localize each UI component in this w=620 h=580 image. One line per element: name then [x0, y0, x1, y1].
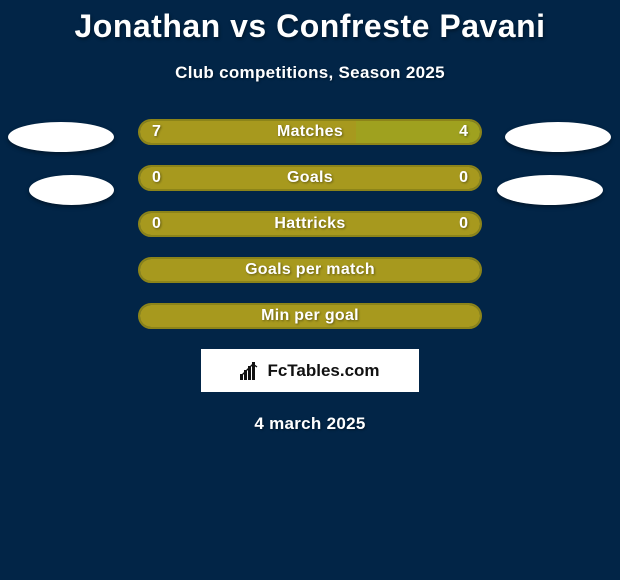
- comparison-rows: Matches74 Goals00 Hattricks00 Goals per mat…: [0, 119, 620, 329]
- bar-left: [140, 213, 480, 235]
- brand-bars-icon: [240, 362, 262, 380]
- bar-track: [138, 303, 482, 329]
- bar-track: [138, 257, 482, 283]
- brand-label: FcTables.com: [267, 361, 379, 381]
- bar-left: [140, 305, 480, 327]
- comparison-row: Hattricks00: [138, 211, 482, 237]
- avatar-ellipse: [497, 175, 603, 205]
- bar-left: [140, 259, 480, 281]
- bar-left: [140, 121, 356, 143]
- avatar-ellipse: [505, 122, 611, 152]
- comparison-row: Min per goal: [138, 303, 482, 329]
- brand: FcTables.com: [240, 361, 379, 381]
- subtitle: Club competitions, Season 2025: [0, 63, 620, 83]
- date-text: 4 march 2025: [0, 414, 620, 434]
- brand-box: FcTables.com: [201, 349, 419, 392]
- title: Jonathan vs Confreste Pavani: [0, 0, 620, 45]
- avatar-ellipse: [29, 175, 114, 205]
- bar-track: [138, 211, 482, 237]
- bar-left: [140, 167, 480, 189]
- bar-track: [138, 119, 482, 145]
- comparison-row: Goals per match: [138, 257, 482, 283]
- comparison-row: Goals00: [138, 165, 482, 191]
- bar-right: [356, 121, 480, 143]
- bar-track: [138, 165, 482, 191]
- comparison-card: Jonathan vs Confreste Pavani Club compet…: [0, 0, 620, 434]
- avatar-ellipse: [8, 122, 114, 152]
- comparison-row: Matches74: [138, 119, 482, 145]
